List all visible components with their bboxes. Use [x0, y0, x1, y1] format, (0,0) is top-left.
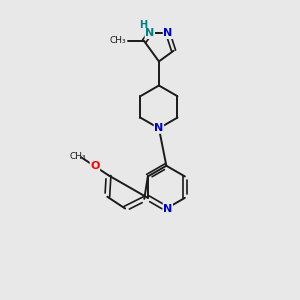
Text: N: N [154, 123, 164, 133]
Text: N: N [164, 28, 172, 38]
Text: N: N [163, 204, 172, 214]
Text: CH₃: CH₃ [110, 36, 126, 45]
Text: CH₃: CH₃ [69, 152, 86, 161]
Text: O: O [90, 161, 100, 171]
Text: H: H [139, 20, 147, 30]
Text: N: N [145, 28, 154, 38]
